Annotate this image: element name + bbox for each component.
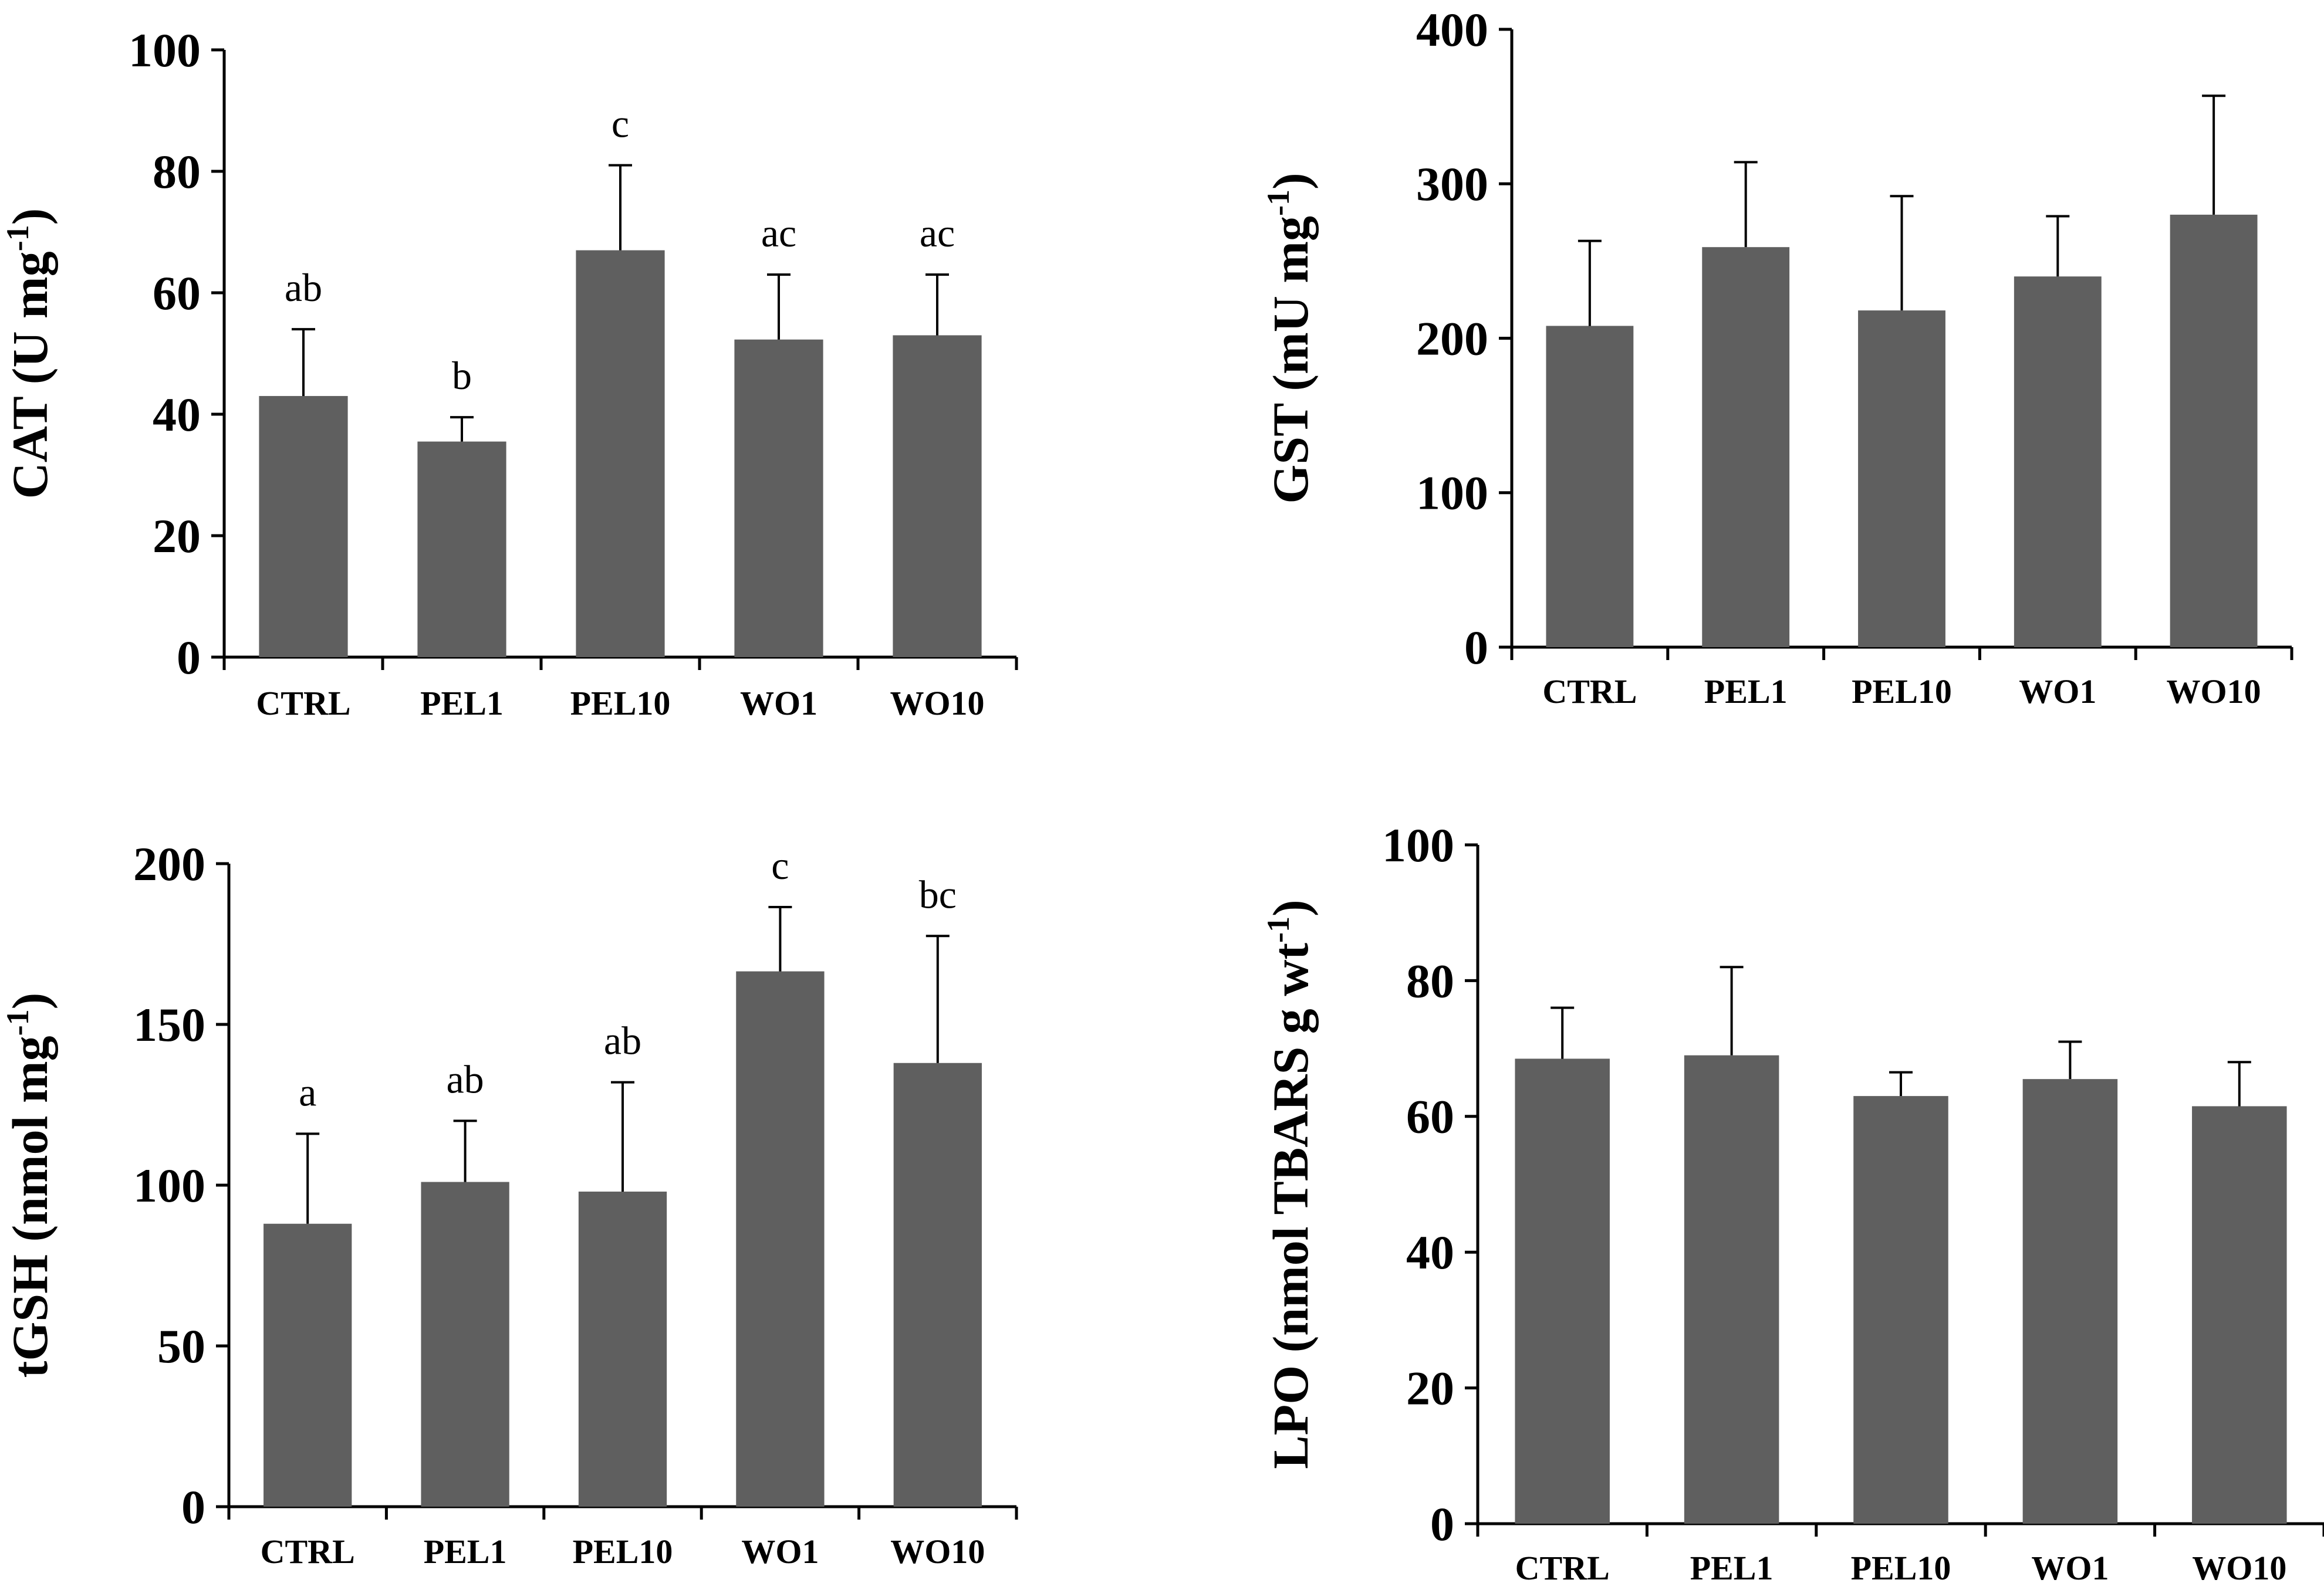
y-tick-label-lpo: 20: [1406, 1361, 1454, 1415]
y-tick-label-gst: 200: [1416, 312, 1488, 365]
bar-lpo-pel10: [1853, 1096, 1948, 1524]
significance-label-tgsh: a: [299, 1070, 316, 1114]
category-label-lpo: WO10: [2192, 1549, 2286, 1587]
category-label-tgsh: WO10: [890, 1533, 985, 1571]
y-tick-label-gst: 300: [1416, 157, 1488, 211]
y-tick-label-tgsh: 0: [181, 1480, 205, 1534]
category-label-gst: PEL1: [1704, 672, 1788, 711]
bar-cat-ctrl: [259, 395, 348, 657]
bar-tgsh-pel1: [421, 1182, 509, 1507]
y-tick-label-cat: 0: [177, 631, 201, 684]
bar-cat-pel1: [417, 441, 506, 657]
category-label-tgsh: WO1: [741, 1533, 819, 1571]
category-label-cat: WO1: [740, 684, 818, 722]
y-tick-label-cat: 40: [153, 388, 201, 441]
bar-cat-wo1: [734, 339, 823, 657]
y-tick-label-cat: 20: [153, 509, 201, 563]
significance-label-cat: ac: [920, 211, 955, 255]
category-label-gst: WO1: [2019, 672, 2096, 711]
bar-lpo-wo1: [2022, 1079, 2118, 1524]
y-tick-label-gst: 100: [1416, 466, 1488, 520]
y-tick-label-tgsh: 150: [133, 998, 205, 1051]
bar-gst-pel10: [1858, 310, 1945, 647]
y-axis-title-cat: CAT (U mg-1): [0, 208, 58, 499]
significance-label-cat: c: [612, 102, 629, 146]
category-label-cat: PEL10: [570, 684, 671, 722]
significance-label-tgsh: ab: [447, 1057, 484, 1101]
y-axis-title-gst: GST (mU mg-1): [1261, 172, 1319, 503]
category-label-gst: WO10: [2167, 672, 2261, 711]
y-tick-label-lpo: 60: [1406, 1090, 1454, 1144]
bar-cat-pel10: [576, 250, 665, 657]
category-label-gst: CTRL: [1542, 672, 1637, 711]
y-tick-label-lpo: 100: [1382, 818, 1454, 872]
y-tick-label-cat: 60: [153, 266, 201, 320]
category-label-tgsh: PEL1: [424, 1533, 507, 1571]
significance-label-tgsh: bc: [919, 872, 957, 916]
category-label-cat: PEL1: [420, 684, 504, 722]
y-tick-label-cat: 100: [129, 23, 201, 77]
significance-label-cat: b: [452, 353, 472, 398]
category-label-cat: WO10: [890, 684, 984, 722]
y-tick-label-lpo: 0: [1430, 1497, 1454, 1551]
category-label-lpo: CTRL: [1515, 1549, 1610, 1587]
bar-gst-pel1: [1702, 247, 1790, 647]
bar-gst-wo1: [2014, 276, 2102, 647]
bar-tgsh-pel10: [578, 1191, 667, 1507]
y-tick-label-gst: 0: [1464, 621, 1488, 674]
significance-label-tgsh: ab: [604, 1019, 641, 1063]
y-tick-label-tgsh: 50: [157, 1320, 205, 1373]
bar-tgsh-wo10: [893, 1063, 982, 1507]
bar-tgsh-wo1: [736, 971, 825, 1507]
y-axis-title-lpo: LPO (nmol TBARS g wt-1): [1261, 899, 1319, 1469]
category-label-lpo: PEL1: [1690, 1549, 1774, 1587]
y-tick-label-lpo: 40: [1406, 1226, 1454, 1279]
y-tick-label-lpo: 80: [1406, 954, 1454, 1007]
category-label-gst: PEL10: [1852, 672, 1952, 711]
y-tick-label-tgsh: 200: [133, 837, 205, 891]
category-label-lpo: PEL10: [1851, 1549, 1951, 1587]
bar-tgsh-ctrl: [264, 1223, 352, 1507]
y-tick-label-cat: 80: [153, 145, 201, 198]
significance-label-cat: ac: [761, 211, 796, 255]
bar-gst-ctrl: [1546, 326, 1634, 647]
bar-lpo-ctrl: [1515, 1058, 1610, 1524]
y-axis-title-tgsh: tGSH (nmol mg-1): [0, 993, 58, 1378]
category-label-cat: CTRL: [256, 684, 350, 722]
category-label-tgsh: CTRL: [261, 1533, 355, 1571]
bar-lpo-pel1: [1684, 1055, 1779, 1524]
y-tick-label-tgsh: 100: [133, 1159, 205, 1212]
bar-lpo-wo10: [2192, 1106, 2287, 1524]
category-label-tgsh: PEL10: [573, 1533, 673, 1571]
bar-cat-wo10: [893, 335, 982, 657]
significance-label-tgsh: c: [771, 843, 789, 888]
significance-label-cat: ab: [285, 265, 322, 310]
category-label-lpo: WO1: [2031, 1549, 2109, 1587]
bar-gst-wo10: [2170, 214, 2258, 647]
y-tick-label-gst: 400: [1416, 3, 1488, 56]
